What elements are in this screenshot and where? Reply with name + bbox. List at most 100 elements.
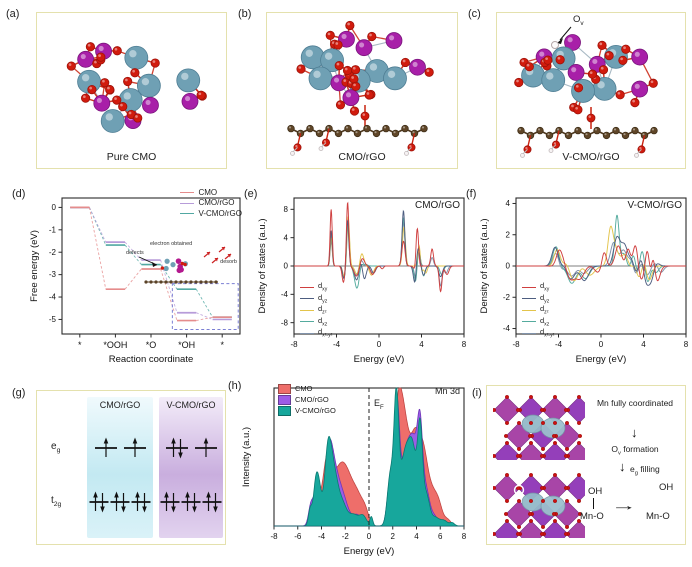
orbital-row-label-t2g: t2g [51,495,62,508]
legend-swatch [522,321,536,323]
inset-desorption-sketch [138,246,232,284]
dos-annotation-v-cmo-rgo: V-CMO/rGO [627,200,682,211]
legend-label: dyz [540,292,550,304]
dos-legend-e: dxy dyz dz² dxz dx²-y² [300,281,332,339]
molecular-structure-cmo-rgo [287,20,434,156]
svg-text:Energy (eV): Energy (eV) [576,354,627,365]
panel-c: Ov V-CMO/rGO [496,12,686,169]
inset-label-desorb: desorb [220,259,237,265]
panel-d: * *OOH *O *OH * 0 -1 -2 -3 -4 -5 Reaction coordinat… [26,186,250,372]
legend-item: dxz [522,316,554,327]
right-arrow-icon: → [611,498,637,513]
panel-label-h: (h) [228,380,242,392]
svg-text:4: 4 [641,340,646,349]
molecular-structure-pure-cmo [66,42,207,133]
legend-label: CMO [295,383,313,393]
svg-text:-2: -2 [342,532,350,541]
legend-swatch [278,406,291,416]
svg-text:2: 2 [391,532,396,541]
free-energy-chart: * *OOH *O *OH * 0 -1 -2 -3 -4 -5 Reaction coordinat… [29,197,241,365]
step-ov-formation: Ov formation [611,444,659,457]
svg-text:4: 4 [506,199,511,208]
panel-e: -8 -4 0 4 8 -8 -4 0 4 8 Energy (eV) Density of stat… [254,186,470,372]
svg-text:Density of states (a.u.): Density of states (a.u.) [479,218,490,313]
down-arrow-icon: ↓ [631,425,638,440]
legend-label: dxy [540,281,550,293]
free-energy-legend: CMO CMO/rGO V-CMO/rGO [180,188,242,218]
legend-swatch [278,384,291,394]
svg-text:8: 8 [462,532,467,541]
panel-label-e: (e) [244,188,258,200]
svg-text:*OOH: *OOH [103,340,127,350]
legend-item: dyz [300,293,332,304]
svg-text:Free energy (eV): Free energy (eV) [29,230,40,302]
svg-text:-6: -6 [294,532,302,541]
oxygen-vacancy-label: Ov [573,14,584,27]
svg-text:8: 8 [684,340,689,349]
caption-c: V-CMO/rGO [562,151,620,163]
fermi-level-label: EF [374,398,384,411]
legend-item: CMO [278,384,336,394]
legend-swatch [180,213,195,215]
species-oh-left: OH [588,486,603,497]
legend-item: dyz [522,292,554,304]
svg-text:*: * [78,340,82,350]
legend-label: CMO [198,188,218,197]
orbital-column-cmo-rgo: CMO/rGO [87,397,153,538]
svg-text:-4: -4 [318,532,326,541]
svg-text:-5: -5 [49,315,57,324]
mn3d-intensity-chart: -8 -6 -4 -2 0 2 4 6 8 Energy (eV) Intensity (a.u.) [241,387,467,557]
svg-text:Energy (eV): Energy (eV) [344,546,395,557]
svg-text:0: 0 [599,340,604,349]
orbital-diagram-cmo-rgo-eg [95,437,146,457]
svg-text:Density of states (a.u.): Density of states (a.u.) [257,218,268,313]
orbital-column-header-v-cmo-rgo: V-CMO/rGO [166,400,216,410]
legend-swatch [522,286,536,288]
legend-item: V-CMO/rGO [278,406,336,416]
svg-text:-4: -4 [503,324,511,333]
species-mno-left: Mn-O [580,511,604,522]
legend-item: dz² [300,304,332,316]
dos-legend-f: dxy dyz dz² dxz dx²-y² [522,281,554,339]
svg-text:6: 6 [438,532,443,541]
panel-label-c: (c) [468,8,481,20]
crystal-structure-vacancy [493,473,585,538]
svg-text:0: 0 [367,532,372,541]
legend-item: dxz [300,315,332,327]
legend-item: dz² [522,304,554,316]
svg-text:2: 2 [506,230,511,239]
svg-text:-4: -4 [333,340,341,349]
legend-label: dxz [318,315,328,327]
dos-annotation-cmo-rgo: CMO/rGO [415,200,460,211]
svg-text:-4: -4 [49,293,57,302]
down-arrow-icon: ↓ [619,459,626,474]
svg-text:8: 8 [284,205,289,214]
legend-swatch [300,309,314,311]
panel-label-i: (i) [472,387,482,399]
legend-item: dx²-y² [522,327,554,339]
panel-label-b: (b) [238,8,252,20]
legend-label: V-CMO/rGO [295,405,336,415]
mn3d-annotation: Mn 3d [434,386,460,396]
svg-text:*: * [220,340,224,350]
legend-item: V-CMO/rGO [180,209,242,218]
panel-label-d: (d) [12,188,26,200]
svg-text:0: 0 [284,262,289,271]
panel-label-a: (a) [6,8,20,20]
legend-item: CMO/rGO [180,198,242,207]
species-mno-right: Mn-O [646,511,670,522]
legend-swatch [300,321,314,323]
legend-item: CMO [180,188,242,197]
svg-text:0: 0 [52,203,57,212]
svg-text:4: 4 [419,340,424,349]
legend-label: dz² [540,304,549,316]
legend-swatch [180,202,195,204]
free-energy-inset: electron obtained defects desorb [126,241,238,293]
svg-text:Reaction coordinate: Reaction coordinate [109,354,194,365]
mn3d-legend: CMO CMO/rGO V-CMO/rGO [278,384,336,416]
svg-text:-8: -8 [290,340,298,349]
legend-item: dx²-y² [300,327,332,339]
orbital-row-label-eg: eg [51,441,61,454]
orbital-diagram-v-cmo-rgo-t2g [160,491,222,513]
